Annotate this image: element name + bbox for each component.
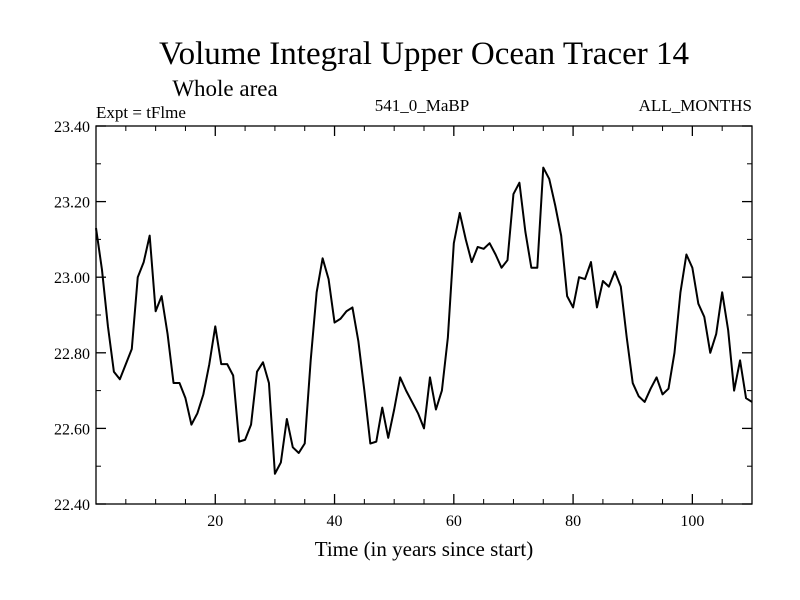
y-tick-label: 23.40: [54, 119, 90, 136]
y-tick-label: 22.80: [54, 346, 90, 363]
plot-frame: [95, 125, 753, 505]
months-label: ALL_MONTHS: [639, 96, 752, 115]
chart-title: Volume Integral Upper Ocean Tracer 14: [159, 36, 689, 72]
x-tick-label: 60: [446, 513, 462, 530]
y-axis: 22.40 22.60 22.80 23.00 23.20 23.40: [54, 119, 752, 514]
experiment-id-label: 541_0_MaBP: [375, 96, 469, 115]
x-tick-label: 100: [680, 513, 704, 530]
experiment-label: Expt = tFlme: [96, 103, 186, 122]
y-tick-label: 23.20: [54, 195, 90, 212]
x-tick-label: 40: [327, 513, 343, 530]
x-tick-label: 80: [565, 513, 581, 530]
chart-subtitle: Whole area: [172, 76, 277, 101]
y-tick-label: 22.40: [54, 497, 90, 514]
x-tick-label: 20: [207, 513, 223, 530]
data-line: [95, 166, 753, 475]
x-axis: 20 40 60 80 100: [125, 126, 723, 530]
y-tick-label: 23.00: [54, 270, 90, 287]
y-tick-label: 22.60: [54, 421, 90, 438]
x-axis-label: Time (in years since start): [315, 537, 534, 561]
